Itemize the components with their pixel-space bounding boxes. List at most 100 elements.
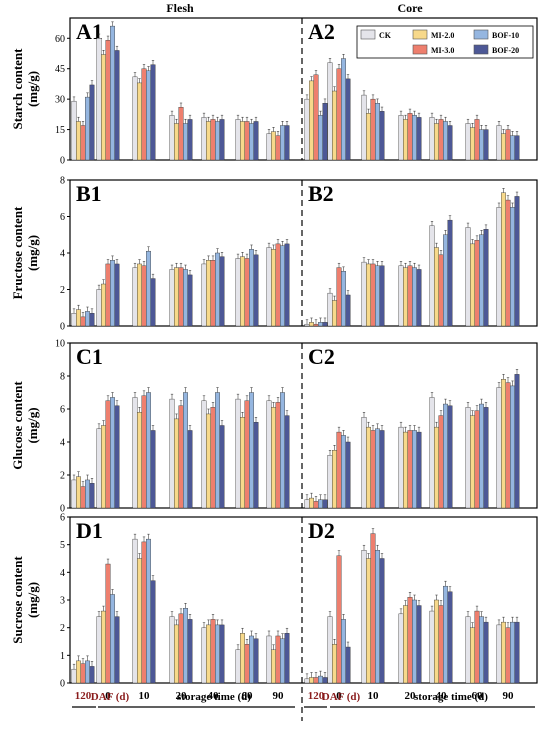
bar-A-core-60-s2 [474, 119, 480, 161]
bar-A-core-10-s1 [366, 113, 371, 161]
bar-D-flesh-90-s3 [280, 638, 285, 684]
bar-B-flesh-60-s2 [244, 258, 250, 327]
bar-B-flesh-120-s4 [89, 313, 95, 327]
bar-A-flesh-40-s4 [219, 119, 225, 161]
bar-B-core-60-s2 [474, 240, 480, 327]
bar-A-flesh-60-s0 [235, 119, 241, 161]
y-tick-label-D: 6 [60, 513, 65, 524]
bar-B-flesh-40-s3 [215, 252, 220, 327]
y-tick-label-A: 60 [55, 34, 65, 45]
bar-C-core-40-s1 [434, 426, 439, 509]
legend-box [356, 25, 534, 59]
bar-A-flesh-0-s4 [114, 50, 120, 161]
bar-A-flesh-20-s4 [187, 119, 193, 161]
bar-C-flesh-10-s2 [141, 395, 147, 509]
bar-B-flesh-0-s1 [101, 283, 106, 327]
bar-D-core-90-s3 [510, 621, 515, 684]
bar-D-flesh-90-s2 [275, 635, 281, 684]
bar-C-core-10-s0 [361, 417, 367, 509]
bar-D-flesh-10-s4 [150, 580, 156, 684]
bar-D-core-0-s3 [341, 619, 346, 684]
bar-B-core-20-s2 [407, 265, 413, 327]
bar-C-flesh-20-s1 [174, 418, 179, 509]
bar-D-flesh-10-s2 [141, 541, 147, 684]
bar-D-flesh-10-s1 [137, 558, 142, 684]
bar-D-core-60-s1 [470, 627, 475, 684]
bar-C-flesh-0-s1 [101, 425, 106, 509]
bar-D-core-20-s4 [416, 605, 422, 684]
bar-C-core-40-s0 [429, 397, 435, 509]
bar-A-core-60-s1 [470, 127, 475, 161]
storage-label-flesh: storage time (d) [177, 691, 251, 703]
bar-C-flesh-10-s3 [146, 392, 151, 509]
bar-B-flesh-0-s2 [105, 263, 111, 327]
bar-D-core-40-s2 [438, 605, 444, 684]
y-axis-label-C: Glucose content(mg/g) [10, 381, 40, 470]
x-tick-label-core: 90 [503, 690, 515, 702]
bar-B-core-90-s1 [501, 192, 506, 327]
bar-B-core-120-s2 [313, 323, 319, 327]
bar-C-flesh-90-s3 [280, 392, 285, 509]
bar-C-flesh-10-s4 [150, 430, 156, 509]
bar-A-core-90-s0 [496, 125, 502, 161]
legend: CK MI-2.0 BOF-10 MI-3.0 BOF-20 [360, 29, 519, 55]
bar-C-flesh-120-s0 [71, 479, 77, 509]
bar-D-core-120-s3 [318, 675, 323, 684]
bar-B-flesh-120-s0 [71, 313, 77, 327]
bar-A-flesh-120-s0 [71, 100, 77, 161]
bar-A-core-0-s0 [327, 62, 333, 161]
bar-C-core-90-s2 [505, 382, 511, 509]
bar-C-flesh-40-s4 [219, 425, 225, 509]
bar-C-core-40-s3 [443, 403, 448, 509]
bar-B-flesh-60-s3 [249, 249, 254, 327]
bar-D-core-90-s0 [496, 624, 502, 684]
bar-A-core-40-s3 [443, 121, 448, 161]
legend-swatch-mi30 [412, 44, 428, 55]
bar-C-core-120-s3 [318, 499, 323, 509]
bar-C-flesh-60-s3 [249, 392, 254, 509]
bar-A-flesh-20-s2 [178, 107, 184, 161]
bar-A-flesh-10-s0 [132, 76, 138, 161]
legend-label-bof20: BOF-20 [492, 46, 519, 55]
x-tick-label-flesh: 20 [176, 690, 188, 702]
bar-A-core-0-s3 [341, 58, 346, 161]
bar-B-flesh-40-s0 [201, 263, 207, 327]
bar-C-flesh-60-s4 [253, 422, 259, 509]
bar-C-flesh-0-s3 [110, 397, 115, 509]
bar-D-core-10-s4 [379, 558, 385, 684]
bar-C-flesh-40-s0 [201, 400, 207, 509]
bar-D-flesh-120-s4 [89, 666, 95, 684]
bar-A-flesh-0-s3 [110, 25, 115, 161]
bar-A-core-20-s1 [403, 119, 408, 161]
bar-D-flesh-60-s2 [244, 644, 250, 684]
bar-A-flesh-120-s2 [80, 125, 86, 161]
bar-A-flesh-120-s1 [76, 121, 81, 161]
bar-B-core-10-s1 [366, 263, 371, 327]
bar-D-flesh-0-s3 [110, 594, 115, 684]
y-tick-label-C: 2 [60, 471, 65, 482]
bar-D-core-60-s0 [465, 616, 471, 684]
legend-swatch-bof20 [473, 44, 489, 55]
bar-D-core-0-s2 [336, 555, 342, 684]
bar-A-flesh-90-s0 [266, 133, 272, 161]
bar-A-flesh-0-s1 [101, 54, 106, 161]
bar-C-flesh-90-s0 [266, 400, 272, 509]
bar-B-flesh-90-s3 [280, 245, 285, 327]
bar-A-flesh-40-s1 [206, 121, 211, 161]
y-tick-label-D: 3 [60, 596, 65, 607]
bar-B-flesh-10-s2 [141, 265, 147, 327]
bar-A-core-0-s2 [336, 68, 342, 161]
bar-B-core-0-s1 [332, 300, 337, 327]
bar-C-flesh-60-s2 [244, 400, 250, 509]
bar-D-core-60-s3 [479, 616, 484, 684]
y-tick-label-A: 0 [60, 156, 65, 167]
bar-D-core-40-s3 [443, 585, 448, 684]
legend-label-mi20: MI-2.0 [431, 31, 454, 40]
bar-C-core-0-s4 [345, 441, 351, 509]
y-tick-label-B: 2 [60, 285, 65, 296]
bar-D-flesh-60-s1 [240, 633, 245, 684]
bar-B-core-120-s1 [309, 322, 314, 327]
bar-A-core-0-s1 [332, 90, 337, 161]
